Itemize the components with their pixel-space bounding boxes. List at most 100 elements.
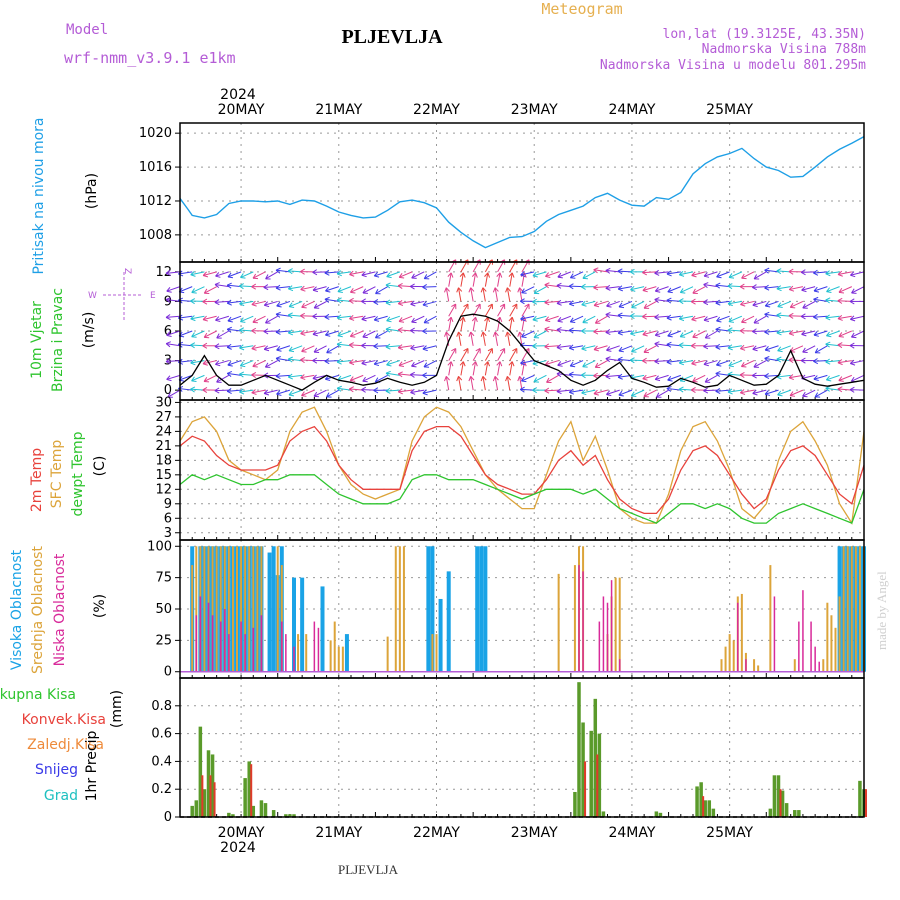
wind-arrow-head	[373, 360, 380, 367]
wind-arrow	[398, 389, 413, 393]
legend-convective-rain: Konvek.Kisa	[22, 712, 106, 728]
wind-arrow-head	[521, 332, 527, 338]
wind-arrow-head	[727, 283, 733, 290]
wind-arrow-head	[203, 332, 210, 339]
wind-arrow-head	[666, 270, 672, 277]
wind-arrow-head	[837, 297, 843, 304]
convective-rain-bar	[779, 789, 782, 817]
wind-arrow	[470, 331, 474, 346]
wind-arrow	[240, 315, 254, 323]
wind-arrow-head	[800, 269, 806, 276]
high-cloud-bar	[300, 577, 305, 672]
wind-arrow-head	[324, 296, 330, 303]
wind-arrow-head	[568, 327, 574, 334]
wind-arrow	[752, 286, 767, 288]
wind-arrow-head	[385, 343, 391, 350]
wind-arrow-head	[459, 272, 466, 278]
total-rain-bar	[858, 780, 862, 817]
wind-arrow	[166, 298, 181, 302]
wind-arrow	[398, 360, 413, 367]
wind-arrow-head	[411, 361, 417, 368]
wind-arrow	[789, 345, 804, 352]
total-rain-bar	[292, 814, 296, 817]
wind-arrow	[520, 315, 535, 320]
mid-cloud-bar	[858, 546, 861, 672]
wind-arrow-head	[666, 385, 672, 392]
wind-arrow	[472, 272, 477, 287]
wind-arrow	[179, 286, 193, 293]
wind-arrow	[190, 344, 205, 347]
wind-arrow-head	[301, 347, 307, 353]
wind-arrow-head	[618, 346, 624, 353]
wind-arrow-head	[251, 300, 257, 307]
wind-arrow-head	[545, 272, 551, 278]
low-cloud-bar	[618, 659, 621, 672]
wind-arrow	[642, 286, 657, 291]
wind-arrow	[764, 374, 779, 377]
wind-arrow	[716, 271, 730, 278]
wind-arrow-head	[533, 333, 540, 339]
wind-arrow	[482, 287, 486, 302]
wind-arrow-head	[239, 388, 245, 395]
wind-arrow-head	[800, 313, 806, 320]
credit-text: made by Angel	[874, 571, 889, 650]
wind-arrow	[556, 389, 571, 393]
wind-arrow-head	[215, 272, 221, 278]
wind-arrow	[448, 272, 452, 287]
wind-arrow-head	[788, 329, 795, 336]
mid-cloud-bar	[280, 565, 283, 672]
cloud-ytick-label: 0	[164, 665, 172, 680]
wind-arrow	[606, 345, 620, 351]
wind-arrow-head	[544, 343, 550, 350]
wind-arrow-head	[593, 267, 599, 274]
cloud-ytick-label: 75	[155, 571, 172, 586]
wind-arrow-head	[499, 303, 506, 310]
wind-arrow	[801, 374, 816, 379]
wind-arrow	[337, 286, 352, 293]
precip-legend: Ukupna Kisa Konvek.Kisa Zaledj.Kisa Snij…	[0, 687, 125, 804]
wind-arrow-head	[348, 342, 354, 349]
wind-arrow	[313, 389, 327, 397]
wind-arrow-head	[606, 390, 612, 397]
wind-arrow	[727, 373, 742, 376]
wind-arrow-head	[265, 318, 271, 324]
wind-arrow	[569, 329, 584, 332]
total-rain-bar	[577, 682, 581, 817]
wind-arrow-head	[667, 287, 673, 294]
wind-arrow-head	[519, 298, 525, 305]
mid-cloud-bar	[728, 634, 731, 672]
wind-arrow	[605, 269, 620, 273]
wind-arrow-head	[165, 297, 171, 304]
wind-arrow-head	[456, 331, 463, 337]
wind-arrow-head	[165, 269, 171, 276]
wind-arrow	[825, 387, 840, 391]
wind-arrow-head	[739, 389, 746, 395]
wind-arrow-head	[447, 272, 454, 278]
wind-arrow	[227, 315, 242, 322]
mid-cloud-bar	[252, 546, 255, 672]
panel-border	[179, 677, 865, 818]
low-cloud-label: Niska Oblacnost	[52, 553, 68, 666]
wind-arrow-head	[727, 388, 733, 395]
wind-arrow-head	[838, 287, 845, 294]
wind-arrow	[593, 389, 608, 395]
wind-arrow-head	[556, 299, 562, 306]
legend-snow: Snijeg	[35, 762, 78, 778]
wind-arrow-head	[643, 347, 650, 354]
wind-arrow-head	[764, 373, 770, 380]
total-rain-bar	[707, 800, 712, 817]
wind-arrow-head	[851, 288, 857, 294]
wind-arrow-head	[385, 282, 391, 289]
wind-arrow	[458, 376, 462, 391]
wind-arrow-head	[202, 386, 208, 393]
wind-arrow-head	[362, 332, 368, 339]
wind-arrow-head	[715, 388, 721, 395]
wind-arrow	[715, 284, 730, 288]
wind-arrow-head	[300, 329, 306, 336]
wind-arrow-head	[361, 386, 367, 393]
total-rain-bar	[695, 786, 699, 817]
wind-arrow-head	[313, 303, 320, 309]
mid-cloud-bar	[740, 593, 743, 672]
wind-arrow-head	[239, 327, 245, 334]
wind-arrow-head	[508, 361, 515, 367]
